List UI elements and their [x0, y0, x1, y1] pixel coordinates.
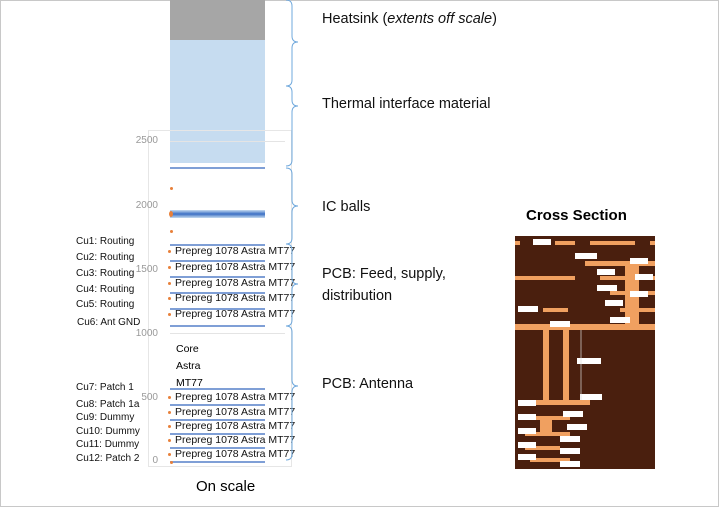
- heatsink-block: [170, 0, 265, 40]
- layer-line: [170, 433, 265, 435]
- label-pcb-antenna: PCB: Antenna: [322, 376, 414, 392]
- heatsink-text: Heatsink (: [322, 11, 388, 27]
- y-tick: 0: [152, 455, 158, 466]
- prepreg-text: Prepreg 1078 Astra MT77: [175, 420, 296, 432]
- label-heatsink: Heatsink (extents off scale): [322, 11, 497, 27]
- prepreg-label: Prepreg 1078 Astra MT77: [168, 261, 295, 273]
- prepreg-label: Prepreg 1078 Astra MT77: [168, 292, 295, 304]
- layer-line: [170, 260, 265, 262]
- cu-label: Cu2: Routing: [76, 252, 135, 263]
- ic-balls-layer: [170, 210, 265, 218]
- dot-icon: [168, 424, 171, 428]
- cu-label: Cu3: Routing: [76, 268, 135, 279]
- prepreg-text: Prepreg 1078 Astra MT77: [175, 448, 296, 460]
- label-pcb-feed: PCB: Feed, supply,: [322, 266, 446, 282]
- prepreg-label: Prepreg 1078 Astra MT77: [168, 277, 295, 289]
- layer-line: [170, 308, 265, 310]
- label-tim: Thermal interface material: [322, 96, 491, 112]
- core-text: Core: [176, 343, 199, 355]
- brace-pcb-antenna: [285, 325, 299, 461]
- cu-label: Cu10: Dummy: [76, 426, 140, 437]
- prepreg-label: Prepreg 1078 Astra MT77: [168, 420, 295, 432]
- cu-label: Cu7: Patch 1: [76, 382, 134, 393]
- prepreg-text: Prepreg 1078 Astra MT77: [175, 292, 296, 304]
- y-tick: 2000: [135, 200, 158, 211]
- core-text: MT77: [176, 377, 203, 389]
- y-tick: 1500: [135, 264, 158, 275]
- cu-label: Cu4: Routing: [76, 284, 135, 295]
- layer-line: [170, 447, 265, 449]
- dot-icon: [168, 265, 171, 269]
- brace-tim: [285, 85, 299, 167]
- cu-label: Cu12: Patch 2: [76, 453, 140, 464]
- cu-label: Cu1: Routing: [76, 236, 135, 247]
- cross-section-photo: [515, 236, 655, 469]
- layer-line: [170, 325, 265, 327]
- prepreg-label: Prepreg 1078 Astra MT77: [168, 406, 295, 418]
- gridline: [170, 333, 285, 334]
- heatsink-close: ): [492, 11, 497, 27]
- layer-line: [170, 419, 265, 421]
- dot-icon: [170, 461, 173, 464]
- ic-ball-dot: [170, 187, 173, 190]
- gridline: [170, 141, 285, 142]
- y-tick: 1000: [135, 328, 158, 339]
- prepreg-label: Prepreg 1078 Astra MT77: [168, 434, 295, 446]
- brace-heatsink: [285, 0, 299, 87]
- layer-line: [170, 461, 265, 463]
- prepreg-text: Prepreg 1078 Astra MT77: [175, 245, 296, 257]
- prepreg-label: Prepreg 1078 Astra MT77: [168, 245, 295, 257]
- dot-icon: [168, 249, 171, 253]
- layer-line: [170, 167, 265, 169]
- y-tick: 500: [141, 392, 158, 403]
- layer-line: [170, 292, 265, 294]
- y-tick: 2500: [135, 135, 158, 146]
- dot-icon: [168, 438, 171, 442]
- prepreg-text: Prepreg 1078 Astra MT77: [175, 406, 296, 418]
- ic-ball-dot: [169, 211, 173, 217]
- dot-icon: [168, 452, 171, 456]
- tim-block: [170, 40, 265, 163]
- layer-line: [170, 388, 265, 390]
- dot-icon: [168, 281, 171, 285]
- layer-line: [170, 276, 265, 278]
- prepreg-text: Prepreg 1078 Astra MT77: [175, 391, 296, 403]
- cu-label: Cu5: Routing: [76, 299, 135, 310]
- cu-label: Cu11: Dummy: [76, 439, 140, 450]
- prepreg-label: Prepreg 1078 Astra MT77: [168, 448, 295, 460]
- cross-section-title: Cross Section: [526, 207, 627, 224]
- label-ic-balls: IC balls: [322, 199, 371, 215]
- cu-label: Cu6: Ant GND: [77, 317, 141, 328]
- brace-pcb-feed: [285, 243, 299, 327]
- heatsink-italic: extents off scale: [387, 11, 493, 27]
- brace-ic-balls: [285, 167, 299, 245]
- core-text: Astra: [176, 360, 201, 372]
- brace-group: [285, 0, 299, 461]
- layer-line: [170, 244, 265, 246]
- prepreg-text: Prepreg 1078 Astra MT77: [175, 308, 296, 320]
- dot-icon: [168, 296, 171, 300]
- label-pcb-feed-2: distribution: [322, 288, 393, 304]
- cu-label: Cu8: Patch 1a: [76, 399, 140, 410]
- dot-icon: [168, 410, 171, 414]
- dot-icon: [168, 395, 171, 399]
- prepreg-label: Prepreg 1078 Astra MT77: [168, 391, 295, 403]
- prepreg-text: Prepreg 1078 Astra MT77: [175, 434, 296, 446]
- ic-ball-dot: [170, 230, 173, 233]
- caption: On scale: [196, 478, 256, 495]
- prepreg-text: Prepreg 1078 Astra MT77: [175, 277, 296, 289]
- layer-line: [170, 404, 265, 406]
- prepreg-text: Prepreg 1078 Astra MT77: [175, 261, 296, 273]
- dot-icon: [168, 312, 171, 316]
- cu-label: Cu9: Dummy: [76, 412, 135, 423]
- prepreg-label: Prepreg 1078 Astra MT77: [168, 308, 295, 320]
- core-label: Core Astra MT77: [176, 341, 203, 392]
